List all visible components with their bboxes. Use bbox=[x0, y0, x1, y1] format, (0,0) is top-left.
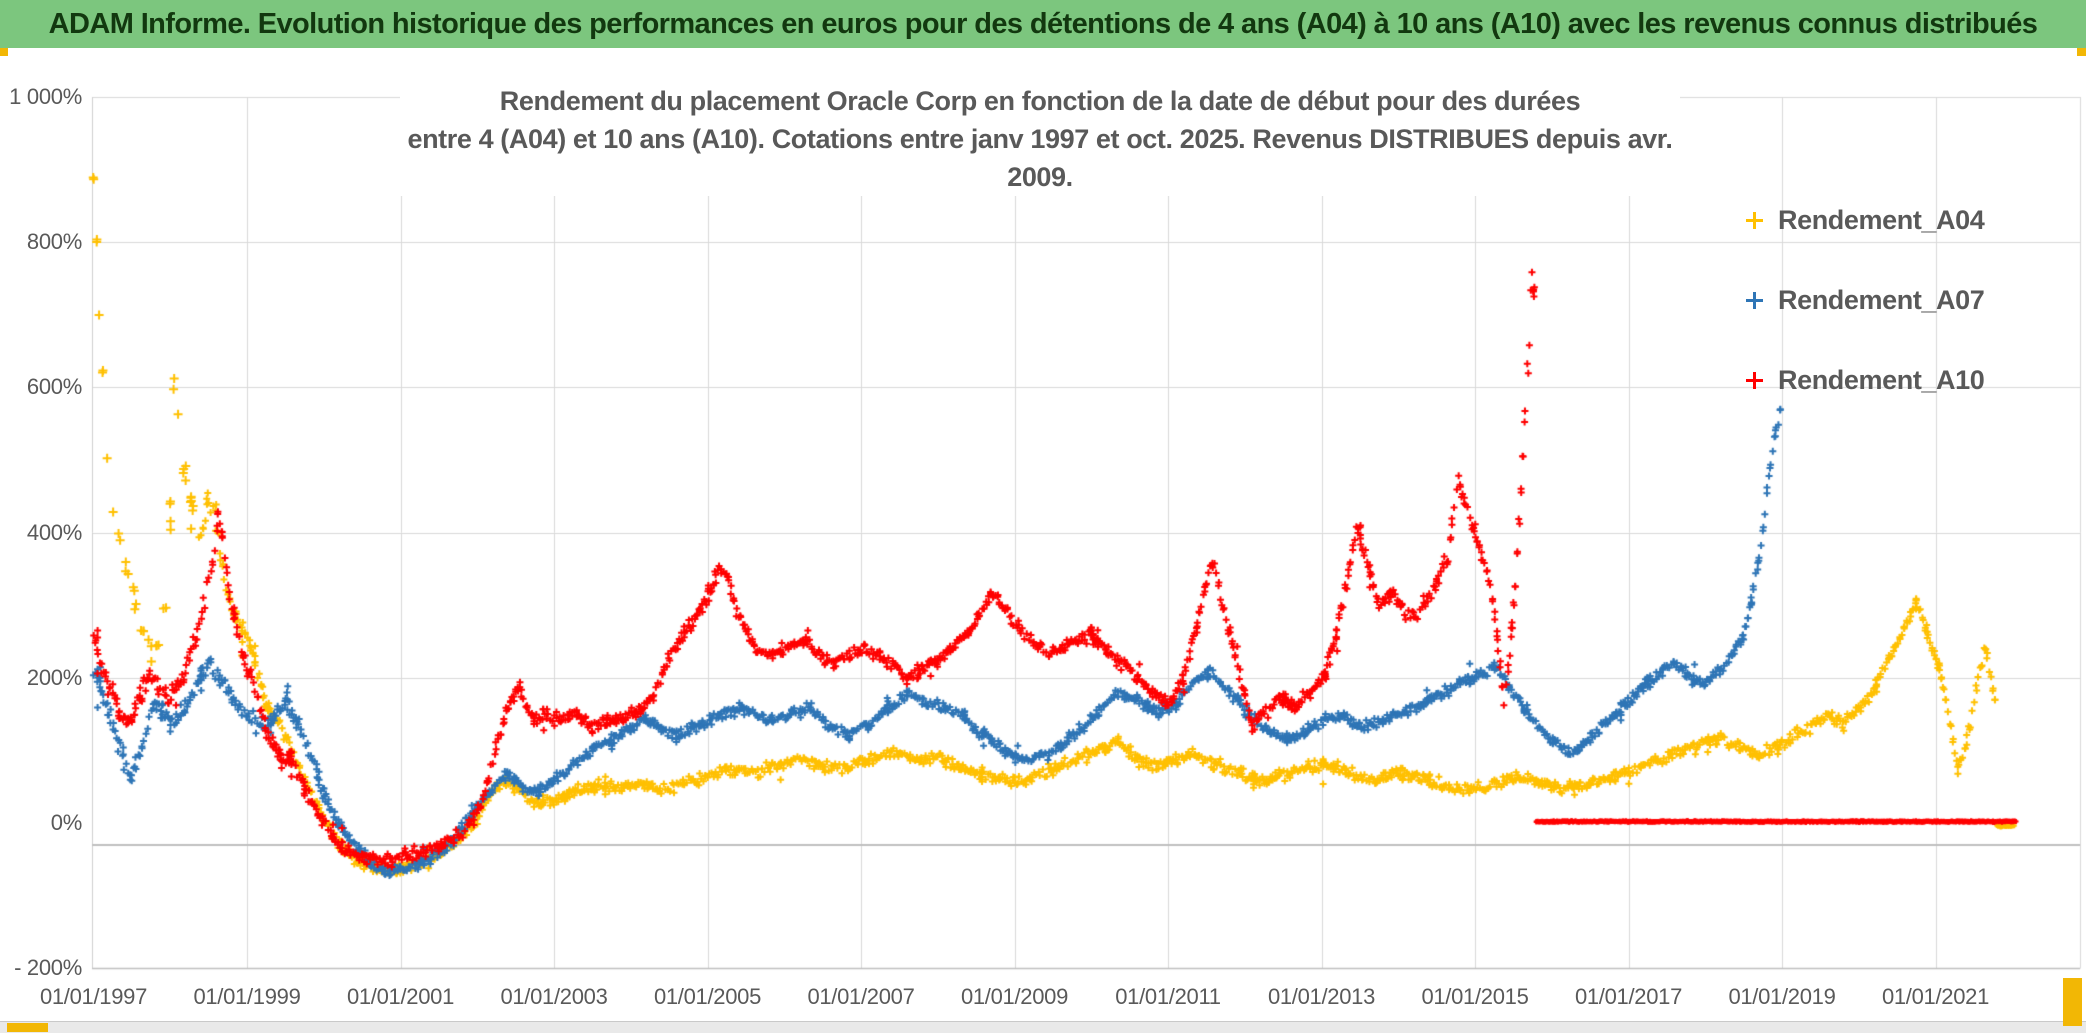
legend-item-label: Rendement_A07 bbox=[1778, 284, 1985, 315]
legend-item-rendement_a10[interactable]: Rendement_A10 bbox=[1745, 358, 1985, 402]
scrollbar-thumb[interactable] bbox=[7, 1023, 48, 1032]
y-tick-label: - 200% bbox=[14, 955, 82, 981]
x-tick-label: 01/01/2003 bbox=[500, 984, 608, 1009]
x-tick-label: 01/01/2005 bbox=[653, 984, 762, 1009]
legend-item-label: Rendement_A04 bbox=[1778, 204, 1985, 235]
x-tick-label: 01/01/1997 bbox=[39, 984, 148, 1009]
legend-item-label: Rendement_A10 bbox=[1778, 364, 1985, 395]
x-tick-label: 01/01/2013 bbox=[1267, 984, 1376, 1009]
y-tick-label: 1 000% bbox=[9, 84, 82, 109]
y-tick-label: 200% bbox=[26, 664, 82, 690]
y-tick-label: 400% bbox=[26, 519, 82, 545]
x-tick-label: 01/01/2009 bbox=[960, 984, 1069, 1009]
horizontal-scrollbar[interactable] bbox=[0, 1021, 2086, 1033]
x-tick-label: 01/01/2001 bbox=[346, 984, 455, 1009]
x-tick-label: 01/01/2011 bbox=[1115, 984, 1221, 1009]
x-tick-label: 01/01/2019 bbox=[1728, 984, 1836, 1009]
chart-title-line1: Rendement du placement Oracle Corp en fo… bbox=[499, 86, 1581, 116]
chart-title-line2: entre 4 (A04) et 10 ans (A10). Cotations… bbox=[407, 124, 1673, 192]
plus-marker-icon bbox=[1745, 211, 1764, 230]
y-tick-label: 600% bbox=[26, 374, 82, 400]
x-tick-label: 01/01/1999 bbox=[193, 984, 301, 1009]
plus-marker-icon bbox=[1745, 371, 1764, 390]
header-bar: ADAM Informe. Evolution historique des p… bbox=[0, 0, 2086, 48]
x-tick-label: 01/01/2007 bbox=[807, 984, 915, 1009]
y-tick-label: 800% bbox=[26, 229, 82, 255]
page-title: ADAM Informe. Evolution historique des p… bbox=[48, 7, 2038, 40]
legend-item-rendement_a04[interactable]: Rendement_A04 bbox=[1745, 198, 1985, 242]
plus-marker-icon bbox=[1745, 291, 1764, 310]
chart-title: Rendement du placement Oracle Corp en fo… bbox=[400, 82, 1680, 196]
x-tick-label: 01/01/2015 bbox=[1421, 984, 1529, 1009]
y-tick-label: 0% bbox=[50, 810, 83, 835]
x-tick-label: 01/01/2021 bbox=[1881, 984, 1990, 1009]
x-tick-label: 01/01/2017 bbox=[1574, 984, 1683, 1009]
chart-canvas bbox=[0, 48, 2086, 1032]
legend-item-rendement_a07[interactable]: Rendement_A07 bbox=[1745, 278, 1985, 322]
gold-corner-accent-bottom-right bbox=[2063, 978, 2082, 1026]
